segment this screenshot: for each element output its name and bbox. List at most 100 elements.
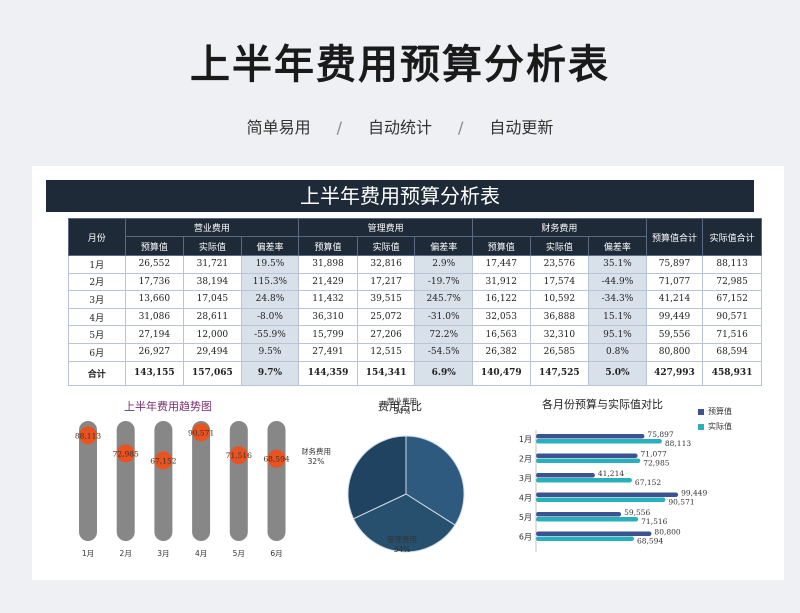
bar-value-label: 59,556 xyxy=(624,508,650,517)
trend-x-tick: 4月 xyxy=(195,549,207,558)
cell-value: 31,898 xyxy=(298,255,358,274)
cell-value: 67,152 xyxy=(702,290,762,309)
trend-track xyxy=(267,421,286,541)
cell-deviation: -31.0% xyxy=(414,307,473,327)
table-row: 1月 26,552 31,721 19.5% 31,898 32,816 2.9% 17,44… xyxy=(68,255,762,274)
cell-value: 26,927 xyxy=(124,342,185,362)
cell-value: 17,447 xyxy=(471,255,531,274)
tag-easy: 简单易用 xyxy=(246,118,311,137)
pie-slice-percent: 34% xyxy=(394,407,411,416)
trend-marker xyxy=(79,426,97,445)
cell-value: 16,122 xyxy=(471,290,531,309)
cell-value: 427,993 xyxy=(645,360,704,386)
trend-value-label: 72,985 xyxy=(113,449,139,458)
bar-y-tick: 2月 xyxy=(519,455,532,464)
bar-budget xyxy=(536,453,638,458)
header-budget: 预算值 xyxy=(471,236,531,256)
cell-month: 合计 xyxy=(68,360,126,386)
cell-deviation: 15.1% xyxy=(588,307,647,327)
trend-x-tick: 3月 xyxy=(157,549,169,558)
cell-value: 32,310 xyxy=(529,325,590,344)
cell-month: 4月 xyxy=(68,307,126,327)
pie-slice-name: 营业费用 xyxy=(387,396,417,406)
cell-deviation: 9.7% xyxy=(240,360,300,386)
cell-value: 39,515 xyxy=(356,290,416,309)
pie-chart-title: 费用占比 xyxy=(378,400,422,413)
cell-deviation: 9.5% xyxy=(240,342,300,362)
cell-deviation: 95.1% xyxy=(588,325,647,344)
header-group-admin: 管理费用 xyxy=(298,218,473,237)
bar-value-label: 71,077 xyxy=(641,450,667,459)
cell-value: 32,816 xyxy=(356,255,416,274)
cell-value: 157,065 xyxy=(183,360,242,386)
cell-value: 147,525 xyxy=(529,360,590,386)
legend-label-budget: 预算值 xyxy=(708,407,732,416)
cell-value: 23,576 xyxy=(529,255,590,274)
cell-value: 10,592 xyxy=(529,290,590,309)
cell-value: 41,214 xyxy=(645,290,704,309)
table-row: 2月 17,736 38,194 115.3% 21,429 17,217 -19.7% 31… xyxy=(68,272,762,292)
cell-value: 68,594 xyxy=(702,342,762,362)
cell-deviation: 6.9% xyxy=(414,360,473,386)
trend-chart-title: 上半年费用趋势图 xyxy=(124,400,212,413)
header-deviation: 偏差率 xyxy=(414,236,473,256)
cell-value: 12,515 xyxy=(356,342,416,362)
cell-value: 38,194 xyxy=(183,272,242,292)
bar-value-label: 41,214 xyxy=(598,469,624,478)
tagline: 简单易用 / 自动统计 / 自动更新 xyxy=(0,114,800,138)
header-actual: 实际值 xyxy=(356,236,416,256)
cell-value: 99,449 xyxy=(645,307,704,327)
cell-value: 36,888 xyxy=(529,307,590,327)
table-row: 6月 26,927 29,494 9.5% 27,491 12,515 -54.5% 26,3… xyxy=(68,342,762,362)
pie-slice-name: 管理费用 xyxy=(387,534,417,544)
cell-deviation: -34.3% xyxy=(588,290,647,309)
cell-value: 88,113 xyxy=(702,255,762,274)
cell-deviation: 0.8% xyxy=(588,342,647,362)
cell-value: 17,217 xyxy=(356,272,416,292)
cell-value: 27,206 xyxy=(356,325,416,344)
bar-value-label: 90,571 xyxy=(668,498,694,507)
legend-swatch-actual xyxy=(698,423,704,430)
cell-value: 26,382 xyxy=(471,342,531,362)
cell-deviation: 19.5% xyxy=(240,255,300,274)
bar-budget xyxy=(536,512,622,517)
tag-auto-stats: 自动统计 xyxy=(367,118,432,137)
bar-value-label: 99,449 xyxy=(681,489,707,498)
cell-value: 143,155 xyxy=(124,360,185,386)
cell-deviation: 2.9% xyxy=(414,255,473,274)
bar-budget xyxy=(536,434,645,439)
legend-item-actual: 实际值 xyxy=(698,421,732,432)
pie-slice-percent: 34% xyxy=(394,545,411,554)
cell-value: 16,563 xyxy=(471,325,531,344)
header-actual-total: 实际值合计 xyxy=(702,218,762,256)
trend-marker xyxy=(116,444,135,463)
bar-value-label: 80,800 xyxy=(654,528,680,537)
cell-value: 75,897 xyxy=(645,255,704,274)
bar-value-label: 71,516 xyxy=(641,517,667,526)
trend-x-tick: 2月 xyxy=(120,549,132,558)
cell-deviation: 5.0% xyxy=(588,360,647,386)
cell-deviation: -8.0% xyxy=(240,307,300,327)
bar-y-tick: 3月 xyxy=(519,474,532,483)
bar-actual xyxy=(536,536,634,541)
bar-actual xyxy=(536,478,632,483)
cell-value: 17,045 xyxy=(183,290,242,309)
trend-track xyxy=(154,421,173,541)
legend-label-actual: 实际值 xyxy=(708,422,732,431)
bar-actual xyxy=(536,458,641,463)
cell-value: 29,494 xyxy=(183,342,242,362)
spreadsheet-sheet: 上半年费用预算分析表 月份 营业费用 管理费用 财务费用 预算值合计 实际值合计… xyxy=(32,166,784,580)
header-deviation: 偏差率 xyxy=(588,236,647,256)
cell-value: 21,429 xyxy=(298,272,358,292)
tag-separator: / xyxy=(336,118,342,137)
header-budget: 预算值 xyxy=(124,236,185,256)
header-group-sales: 营业费用 xyxy=(124,218,300,237)
trend-value-label: 88,113 xyxy=(75,431,101,440)
legend-swatch-budget xyxy=(698,408,704,415)
trend-track xyxy=(192,421,211,541)
cell-month: 1月 xyxy=(68,255,126,274)
cell-deviation: -55.9% xyxy=(240,325,300,344)
header-budget-total: 预算值合计 xyxy=(645,218,704,256)
